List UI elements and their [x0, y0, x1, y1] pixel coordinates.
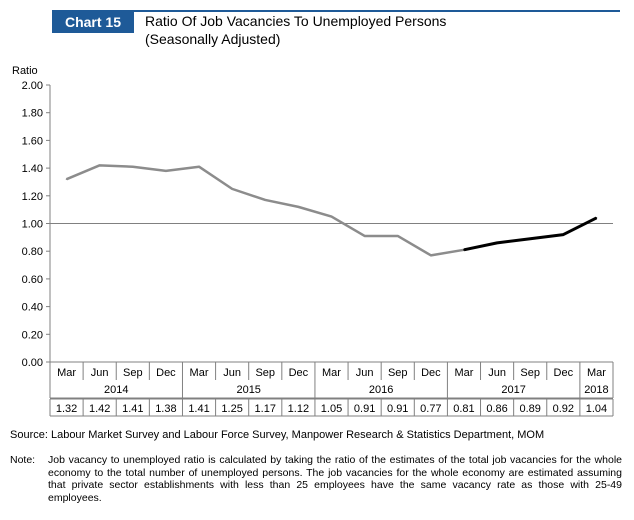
x-tick-label: Dec: [421, 367, 441, 379]
data-value-label: 1.38: [155, 403, 176, 415]
x-tick-label: Sep: [123, 367, 143, 379]
data-value-label: 1.41: [122, 403, 143, 415]
data-value-label: 0.91: [387, 403, 408, 415]
data-value-label: 1.04: [586, 403, 607, 415]
x-tick-label: Jun: [356, 367, 374, 379]
x-tick-label: Mar: [190, 367, 209, 379]
chart-title: Ratio Of Job Vacancies To Unemployed Per…: [145, 12, 605, 48]
data-value-label: 0.81: [453, 403, 474, 415]
chart-number-badge: Chart 15: [52, 11, 134, 33]
x-tick-label: Mar: [322, 367, 341, 379]
x-tick-label: Dec: [289, 367, 309, 379]
x-tick-label: Jun: [91, 367, 109, 379]
data-point: [264, 199, 267, 201]
data-point: [562, 233, 565, 236]
data-value-label: 1.05: [321, 403, 342, 415]
data-value-label: 1.42: [89, 403, 110, 415]
data-value-label: 1.41: [188, 403, 209, 415]
data-value-label: 0.89: [519, 403, 540, 415]
line-chart: Ratio 0.00 0.20 0.40 0.60 0.80 1.00 1.20 1.40 1.6…: [12, 65, 614, 417]
year-label: 2016: [369, 384, 393, 396]
x-tick-label: Mar: [587, 367, 606, 379]
y-axis-label: Ratio: [12, 65, 38, 77]
data-point: [131, 165, 134, 168]
note-text: Job vacancy to unemployed ratio is calcu…: [48, 454, 622, 504]
x-tick-label: Mar: [57, 367, 76, 379]
year-label: 2014: [104, 384, 128, 396]
y-tick-label: 1.40: [22, 163, 43, 175]
header-rule: [52, 10, 620, 12]
x-tick-label: Jun: [488, 367, 506, 379]
data-point: [330, 215, 333, 218]
year-label: 2017: [501, 384, 525, 396]
source-text: Source: Labour Market Survey and Labour …: [10, 429, 545, 441]
x-tick-label: Mar: [454, 367, 473, 379]
year-label: 2015: [236, 384, 260, 396]
y-tick-label: 0.60: [22, 274, 43, 286]
data-point: [297, 206, 300, 208]
data-value-label: 1.32: [56, 403, 77, 415]
data-point: [396, 235, 399, 237]
y-tick-label: 1.20: [22, 191, 43, 203]
y-tick-label: 2.00: [22, 80, 43, 92]
y-tick-label: 0.40: [22, 302, 43, 314]
data-value-label: 0.91: [354, 403, 375, 415]
data-point: [496, 242, 498, 244]
data-point: [231, 188, 233, 190]
y-tick-label: 0.00: [22, 357, 43, 369]
series-line-historical: [66, 164, 465, 257]
x-tick-label: Sep: [520, 367, 540, 379]
data-value-label: 0.86: [486, 403, 507, 415]
data-point: [430, 254, 432, 257]
data-point: [198, 165, 200, 168]
data-value-label: 1.25: [221, 403, 242, 415]
series-line-recent: [463, 216, 598, 252]
x-tick-label: Dec: [156, 367, 176, 379]
data-value-label: 1.12: [288, 403, 309, 415]
data-point: [98, 164, 101, 167]
data-value-label: 1.17: [255, 403, 276, 415]
x-tick-label: Dec: [554, 367, 574, 379]
data-point: [595, 217, 598, 219]
data-point: [363, 235, 366, 237]
data-point: [463, 249, 465, 251]
y-tick-label: 0.20: [22, 329, 43, 341]
y-tick-label: 1.60: [22, 135, 43, 147]
data-point: [165, 170, 167, 172]
chart-title-line1: Ratio Of Job Vacancies To Unemployed Per…: [145, 13, 447, 29]
chart-title-line2: (Seasonally Adjusted): [145, 31, 281, 47]
data-point: [529, 237, 532, 240]
x-tick-label: Sep: [255, 367, 275, 379]
data-value-label: 0.77: [420, 403, 441, 415]
x-tick-label: Sep: [388, 367, 408, 379]
y-tick-label: 0.80: [22, 246, 43, 258]
year-label: 2018: [584, 384, 608, 396]
y-tick-label: 1.80: [22, 108, 43, 120]
note-label: Note:: [10, 454, 36, 466]
data-point: [65, 178, 68, 180]
x-tick-label: Jun: [223, 367, 241, 379]
data-value-label: 0.92: [553, 403, 574, 415]
y-tick-label: 1.00: [22, 219, 43, 231]
